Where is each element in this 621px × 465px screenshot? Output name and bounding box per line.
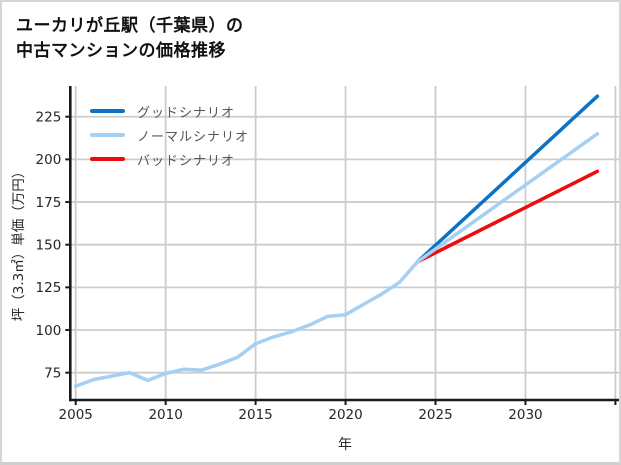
series-line-good (415, 94, 600, 264)
y-tick-label: 100 (36, 323, 62, 339)
x-tick-label: 2010 (148, 407, 182, 423)
legend-item-bad: バッドシナリオ (90, 147, 249, 171)
y-axis-label: 坪（3.3㎡）単価（万円） (11, 164, 27, 322)
x-tick-label: 2030 (508, 407, 542, 423)
chart-title: ユーカリが丘駅（千葉県）の 中古マンションの価格推移 (16, 14, 244, 64)
y-tick-label: 200 (36, 152, 62, 168)
good-scenario-line-swatch (90, 109, 125, 113)
y-tick-label: 175 (36, 195, 62, 211)
y-tick-label: 75 (44, 365, 61, 381)
x-tick-label: 2020 (328, 407, 362, 423)
x-tick-label: 2025 (418, 407, 452, 423)
legend-label: バッドシナリオ (137, 153, 236, 169)
series-line-normal (73, 132, 600, 389)
y-tick-label: 125 (36, 280, 62, 296)
x-axis-label: 年 (338, 437, 352, 453)
normal-scenario-line-swatch (90, 133, 125, 137)
legend-label: ノーマルシナリオ (137, 129, 250, 145)
x-tick-label: 2015 (238, 407, 272, 423)
series-line-bad (415, 169, 600, 264)
y-tick-label: 225 (36, 110, 62, 126)
legend-item-good: グッドシナリオ (90, 99, 249, 123)
legend: グッドシナリオ ノーマルシナリオ バッドシナリオ (90, 99, 249, 171)
x-tick-label: 2005 (59, 407, 93, 423)
legend-label: グッドシナリオ (137, 105, 236, 121)
chart-title-line2: 中古マンションの価格推移 (16, 41, 226, 61)
bad-scenario-line-swatch (90, 157, 125, 161)
legend-item-normal: ノーマルシナリオ (90, 123, 249, 147)
chart-title-line1: ユーカリが丘駅（千葉県）の (16, 16, 244, 36)
y-tick-label: 150 (36, 238, 62, 254)
